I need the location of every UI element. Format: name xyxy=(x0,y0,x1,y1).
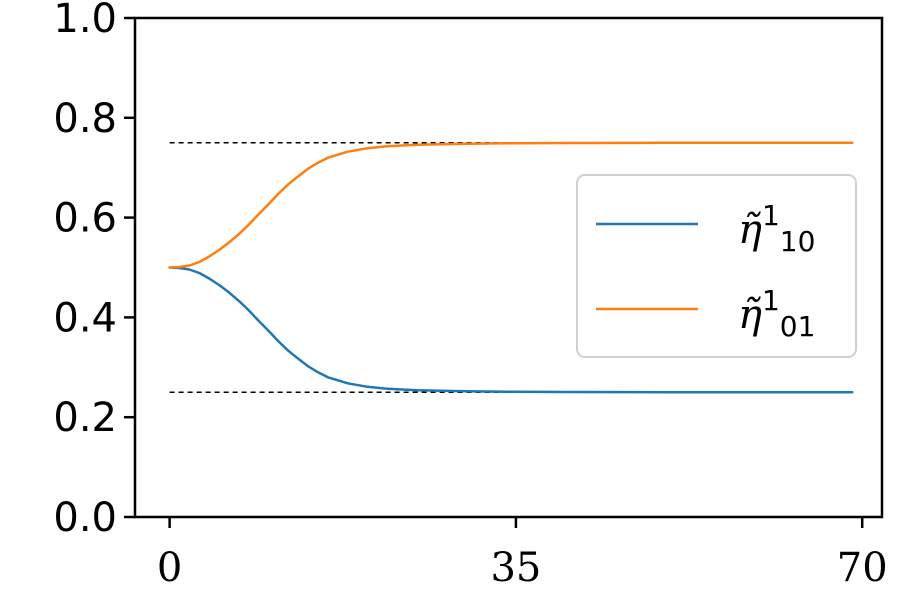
y-tick-label: 0.6 xyxy=(53,196,117,242)
y-tick-label: 0.4 xyxy=(53,295,117,341)
x-tick-label: 35 xyxy=(490,545,541,591)
plot-area-frame xyxy=(133,16,884,519)
y-tick-label: 0.2 xyxy=(53,395,117,441)
y-tick-label: 1.0 xyxy=(53,0,117,42)
series-lines xyxy=(168,141,854,394)
y-tick-label: 0.8 xyxy=(53,96,117,142)
legend-label-series-2: η̃101 xyxy=(738,284,815,343)
legend: η̃110 η̃101 xyxy=(576,174,857,358)
y-tick-label: 0.0 xyxy=(53,495,117,541)
x-tick-label: 70 xyxy=(837,545,888,591)
x-axis-ticks: 0 35 70 xyxy=(157,517,888,591)
legend-box xyxy=(576,174,857,358)
series-line-2 xyxy=(168,141,854,269)
series-line-1 xyxy=(168,266,854,394)
x-tick-label: 0 xyxy=(157,545,182,591)
legend-label-series-1: η̃110 xyxy=(738,199,815,258)
y-axis-ticks: 0.0 0.2 0.4 0.6 0.8 1.0 xyxy=(53,0,135,541)
